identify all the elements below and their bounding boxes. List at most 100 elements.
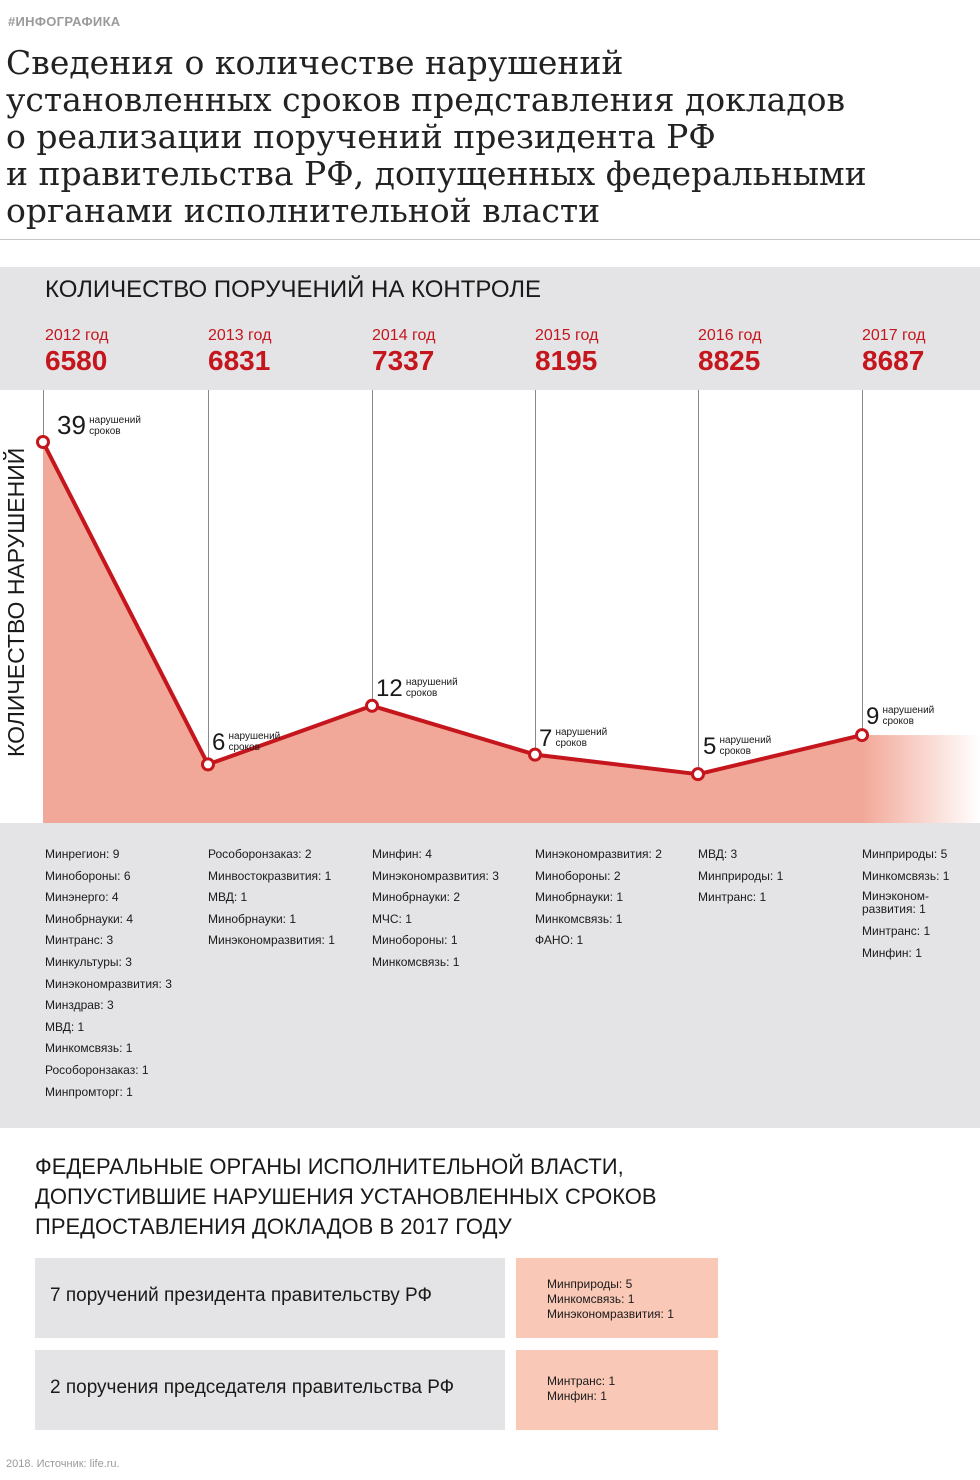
order-bodies-box: Минтранс: 1 Минфин: 1: [516, 1350, 718, 1430]
order-bodies-box: Минприроды: 5 Минкомсвязь: 1 Минэкономра…: [516, 1258, 718, 1338]
breakdown-item: Минэкономразвития: 1: [208, 933, 335, 948]
year-header: 2016 год 8825: [698, 326, 848, 376]
breakdown-item: Минэкономразвития: 3: [372, 868, 499, 883]
order-type-label: 7 поручений президента правительству РФ: [50, 1285, 432, 1306]
area-fill: [43, 442, 862, 823]
breakdown-item: Минкомсвязь: 1: [45, 1041, 133, 1056]
breakdown-item: Минприроды: 5: [862, 847, 948, 861]
year-label: 2014 год: [372, 327, 436, 344]
breakdown-item: МВД: 1: [45, 1019, 85, 1034]
breakdown-column-2016: МВД: 3 Минприроды: 1 Минтранс: 1: [698, 844, 858, 909]
year-header: 2015 год 8195: [535, 326, 685, 376]
year-header: 2017 год 8687: [862, 326, 980, 376]
breakdown-item: Минкомсвязь: 1: [372, 954, 460, 969]
data-point: [855, 728, 869, 743]
breakdown-item: МВД: 1: [208, 890, 248, 905]
data-point: [691, 767, 705, 782]
source-footer: 2018. Источник: life.ru.: [6, 1458, 120, 1470]
breakdown-item: Минкомсвязь: 1: [862, 868, 950, 883]
breakdown-item: Минтранс: 3: [45, 933, 114, 948]
section-title-orders: Количество поручений на контроле: [45, 276, 542, 303]
order-body-item: Минприроды: 5: [547, 1277, 633, 1291]
data-point: [36, 435, 50, 449]
data-label-unit: нарушений: [719, 735, 771, 746]
breakdown-column-2017: Минприроды: 5 Минкомсвязь: 1 Минэконом-р…: [862, 844, 980, 964]
data-label-unit: сроков: [89, 426, 120, 437]
order-bodies-list: Минтранс: 1 Минфин: 1: [547, 1374, 615, 1404]
order-type-box: 7 поручений президента правительству РФ: [35, 1258, 505, 1338]
breakdown-item: МВД: 3: [698, 847, 738, 861]
data-label-value: 9: [866, 703, 879, 730]
headline: Сведения о количестве нарушений установл…: [6, 44, 966, 229]
breakdown-item: Минобороны: 1: [372, 933, 458, 948]
breakdown-item: МЧС: 1: [372, 911, 412, 926]
breakdown-item: Минфин: 1: [862, 945, 922, 960]
breakdown-item: Минэнерго: 4: [45, 890, 119, 905]
data-label-unit: нарушений: [228, 731, 280, 742]
infographic-tag: #ИНФОГРАФИКА: [8, 14, 121, 29]
year-label: 2013 год: [208, 327, 272, 344]
data-label-value: 12: [376, 675, 403, 702]
orders-count: 8825: [698, 345, 761, 376]
breakdown-item: Минпромторг: 1: [45, 1084, 133, 1099]
year-label: 2012 год: [45, 327, 109, 344]
headline-line: и правительства РФ, допущенных федеральн…: [6, 154, 867, 193]
breakdown-item: Минтранс: 1: [862, 924, 931, 939]
year-header: 2013 год 6831: [208, 326, 358, 376]
data-label-unit: сроков: [719, 746, 750, 757]
breakdown-column-2012: Минрегион: 9 Минобороны: 6 Минэнерго: 4 …: [45, 844, 205, 1103]
breakdown-item: Минэкономразвития: 2: [535, 847, 662, 861]
order-body-item: Минфин: 1: [547, 1389, 607, 1403]
headline-line: органами исполнительной власти: [6, 191, 601, 230]
year-label: 2017 год: [862, 327, 926, 344]
orders-count: 8687: [862, 345, 925, 376]
orders-count: 7337: [372, 345, 435, 376]
data-label-unit: сроков: [882, 716, 913, 727]
headline-line: установленных сроков представления докла…: [6, 80, 846, 119]
order-body-item: Минэкономразвития: 1: [547, 1307, 674, 1321]
data-label-value: 5: [703, 733, 716, 760]
year-label: 2016 год: [698, 327, 762, 344]
breakdown-item: Минобрнауки: 4: [45, 911, 134, 926]
divider: [0, 239, 980, 240]
order-body-item: Минкомсвязь: 1: [547, 1292, 635, 1306]
breakdown-item: Минвостокразвития: 1: [208, 868, 332, 883]
breakdown-item: Минобороны: 6: [45, 868, 131, 883]
breakdown-column-2013: Рособоронзаказ: 2 Минвостокразвития: 1 М…: [208, 844, 368, 952]
data-label-value: 7: [539, 725, 552, 752]
breakdown-item: Минрегион: 9: [45, 847, 120, 861]
area-fill-continuation: [862, 735, 980, 823]
data-label-unit: нарушений: [89, 415, 141, 426]
breakdown-panel: [0, 823, 980, 1128]
years-panel: [0, 267, 980, 390]
data-label-value: 6: [212, 729, 225, 756]
orders-count: 8195: [535, 345, 598, 376]
section-title-line: предоставления докладов в 2017 году: [35, 1214, 512, 1239]
breakdown-item: Минэконом-развития: 1: [862, 889, 930, 917]
orders-count: 6831: [208, 345, 271, 376]
data-point: [528, 747, 542, 762]
breakdown-item: ФАНО: 1: [535, 933, 584, 948]
order-type-label: 2 поручения председателя правительства Р…: [50, 1377, 455, 1398]
breakdown-item: Минздрав: 3: [45, 998, 114, 1013]
breakdown-item: Минобрнауки: 1: [535, 890, 624, 905]
breakdown-item: Рособоронзаказ: 1: [45, 1062, 149, 1077]
data-point: [365, 698, 379, 713]
breakdown-item: Минприроды: 1: [698, 868, 784, 883]
data-label-unit: сроков: [406, 688, 437, 699]
breakdown-column-2015: Минэкономразвития: 2 Минобороны: 2 Миноб…: [535, 844, 695, 952]
breakdown-item: Минтранс: 1: [698, 890, 767, 905]
breakdown-item: Минэкономразвития: 3: [45, 976, 172, 991]
breakdown-item: Минкультуры: 3: [45, 954, 132, 969]
data-point: [201, 757, 215, 772]
headline-line: Сведения о количестве нарушений: [6, 43, 624, 82]
order-bodies-list: Минприроды: 5 Минкомсвязь: 1 Минэкономра…: [547, 1277, 674, 1322]
breakdown-item: Минобороны: 2: [535, 868, 621, 883]
breakdown-item: Минобрнауки: 2: [372, 890, 461, 905]
order-type-box: 2 поручения председателя правительства Р…: [35, 1350, 505, 1430]
breakdown-item: Рособоронзаказ: 2: [208, 847, 312, 861]
breakdown-column-2014: Минфин: 4 Минэкономразвития: 3 Минобрнау…: [372, 844, 532, 974]
data-label-unit: нарушений: [406, 677, 458, 688]
year-header: 2014 год 7337: [372, 326, 522, 376]
